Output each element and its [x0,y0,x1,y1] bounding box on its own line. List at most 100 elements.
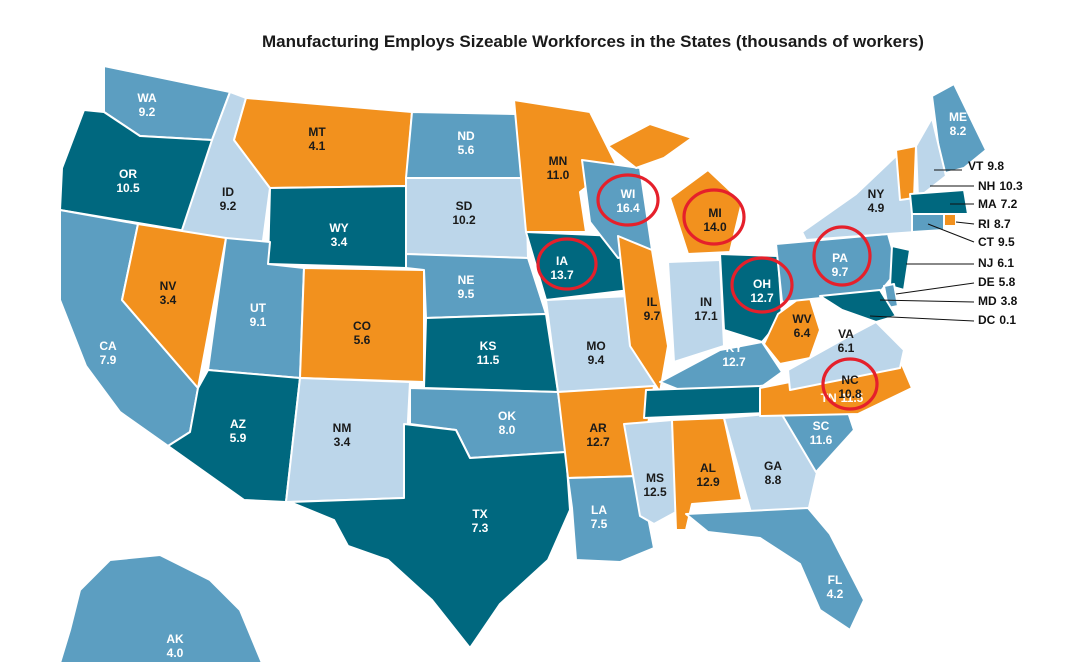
state-mi-upper [607,123,693,169]
state-label-ct: CT 9.5 [978,235,1015,249]
state-value-wv: 6.4 [794,326,811,340]
state-abbr-al: AL [700,461,716,475]
state-value-wa: 9.2 [139,105,156,119]
state-value-ne: 9.5 [458,287,475,301]
state-value-co: 5.6 [354,333,371,347]
leader-line-ct [927,223,975,243]
highlight-circle-pa [812,225,872,287]
state-value-mt: 4.1 [309,139,326,153]
state-value-wi: 16.4 [616,201,640,215]
state-abbr-nc: NC [841,373,859,387]
state-il [617,235,669,393]
state-ne [405,253,547,319]
state-in [667,259,725,363]
state-value-al: 12.9 [696,475,720,489]
state-abbr-va: VA [838,327,854,341]
state-value-ut: 9.1 [250,315,267,329]
state-value-az: 5.9 [230,431,247,445]
state-value-wy: 3.4 [331,235,348,249]
state-abbr-nm: NM [333,421,352,435]
state-abbr-sc: SC [813,419,830,433]
state-label-vt: VT 9.8 [968,159,1004,173]
state-abbr-ks: KS [480,339,497,353]
state-abbr-ok: OK [498,409,516,423]
state-value-me: 8.2 [950,124,967,138]
highlight-circle-nc [821,357,879,411]
state-abbr-wa: WA [137,91,157,105]
state-value-la: 7.5 [591,517,608,531]
state-label-ma: MA 7.2 [978,197,1018,211]
state-abbr-ut: UT [250,301,267,315]
state-abbr-in: IN [700,295,712,309]
highlight-circle-mi [682,188,746,246]
state-abbr-ca: CA [99,339,117,353]
state-abbr-mo: MO [586,339,605,353]
state-ma [909,189,969,215]
state-abbr-la: LA [591,503,607,517]
state-abbr-or: OR [119,167,137,181]
states-layer [59,65,987,663]
state-value-sd: 10.2 [452,213,476,227]
state-value-or: 10.5 [116,181,140,195]
state-abbr-ak: AK [166,632,184,646]
state-value-nv: 3.4 [160,293,177,307]
state-label-ri: RI 8.7 [978,217,1011,231]
state-ri [943,213,957,227]
state-abbr-me: ME [949,110,967,124]
state-value-ga: 8.8 [765,473,782,487]
state-abbr-ga: GA [764,459,782,473]
state-value-nd: 5.6 [458,143,475,157]
leader-lines [869,169,975,322]
state-fl [685,507,865,631]
state-label-md: MD 3.8 [978,294,1018,308]
state-value-ia: 13.7 [550,268,574,282]
state-abbr-mt: MT [308,125,326,139]
state-abbr-sd: SD [456,199,473,213]
map-title: Manufacturing Employs Sizeable Workforce… [262,32,924,51]
state-value-ky: 12.7 [722,355,746,369]
state-nj [889,245,911,291]
state-abbr-ne: NE [458,273,475,287]
state-label-dc: DC 0.1 [978,313,1016,327]
state-abbr-ky: KY [726,341,743,355]
state-abbr-tx: TX [472,507,487,521]
state-value-mo: 9.4 [588,353,605,367]
state-value-oh: 12.7 [750,291,774,305]
state-abbr-ny: NY [868,187,885,201]
state-abbr-mi: MI [708,206,721,220]
state-label-nh: NH 10.3 [978,179,1023,193]
state-nh [915,117,947,199]
state-ms [623,419,677,525]
state-labels: WA9.2OR10.5CA7.9ID9.2NV3.4MT4.1WY3.4UT9.… [99,91,1023,660]
state-abbr-az: AZ [230,417,246,431]
state-label-de: DE 5.8 [978,275,1016,289]
state-value-ar: 12.7 [586,435,610,449]
state-md [819,289,897,323]
state-value-ms: 12.5 [643,485,667,499]
state-value-ok: 8.0 [499,423,516,437]
leader-line-de [895,282,975,295]
state-value-tx: 7.3 [472,521,489,535]
state-value-id: 9.2 [220,199,237,213]
state-value-ca: 7.9 [100,353,117,367]
state-ct [911,213,945,233]
state-mi [669,169,743,255]
state-abbr-mn: MN [549,154,568,168]
highlight-circle-wi [596,173,660,227]
state-abbr-nd: ND [457,129,475,143]
state-value-ny: 4.9 [868,201,885,215]
state-abbr-il: IL [647,295,658,309]
state-value-ks: 11.5 [477,353,500,367]
state-abbr-co: CO [353,319,371,333]
state-value-sc: 11.6 [810,433,833,447]
highlight-circle-oh [730,256,794,314]
highlight-circle-ia [536,237,598,291]
state-abbr-wi: WI [621,187,636,201]
state-abbr-fl: FL [828,573,843,587]
highlight-circles [536,173,879,411]
state-value-in: 17.1 [694,309,718,323]
state-tx [289,423,571,649]
state-value-il: 9.7 [644,309,661,323]
state-abbr-ia: IA [556,254,568,268]
